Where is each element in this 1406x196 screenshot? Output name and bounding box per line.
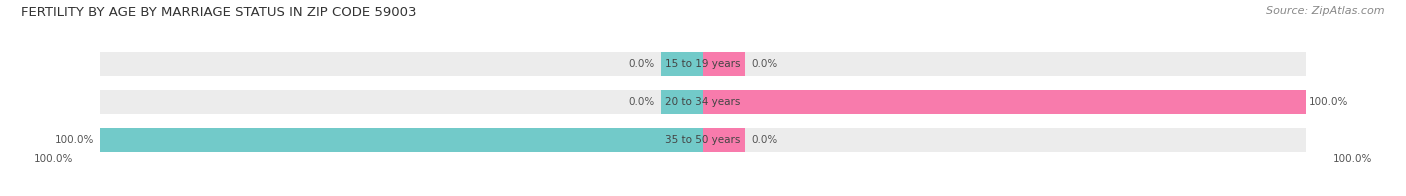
Bar <box>661 52 703 76</box>
Bar <box>100 52 1306 76</box>
Text: 100.0%: 100.0% <box>1309 97 1348 107</box>
Bar <box>703 90 1306 114</box>
Text: 35 to 50 years: 35 to 50 years <box>665 135 741 145</box>
Text: 100.0%: 100.0% <box>34 154 73 164</box>
Text: 0.0%: 0.0% <box>751 135 778 145</box>
Text: 20 to 34 years: 20 to 34 years <box>665 97 741 107</box>
Text: FERTILITY BY AGE BY MARRIAGE STATUS IN ZIP CODE 59003: FERTILITY BY AGE BY MARRIAGE STATUS IN Z… <box>21 6 416 19</box>
Bar <box>100 128 703 152</box>
Bar <box>100 128 1306 152</box>
Text: 15 to 19 years: 15 to 19 years <box>665 59 741 69</box>
Bar <box>100 90 1306 114</box>
Bar <box>703 128 745 152</box>
Text: 0.0%: 0.0% <box>751 59 778 69</box>
Text: Source: ZipAtlas.com: Source: ZipAtlas.com <box>1267 6 1385 16</box>
Text: 100.0%: 100.0% <box>1333 154 1372 164</box>
Text: 0.0%: 0.0% <box>628 97 655 107</box>
Text: 100.0%: 100.0% <box>55 135 94 145</box>
Bar <box>661 90 703 114</box>
Text: 0.0%: 0.0% <box>628 59 655 69</box>
Bar <box>703 52 745 76</box>
